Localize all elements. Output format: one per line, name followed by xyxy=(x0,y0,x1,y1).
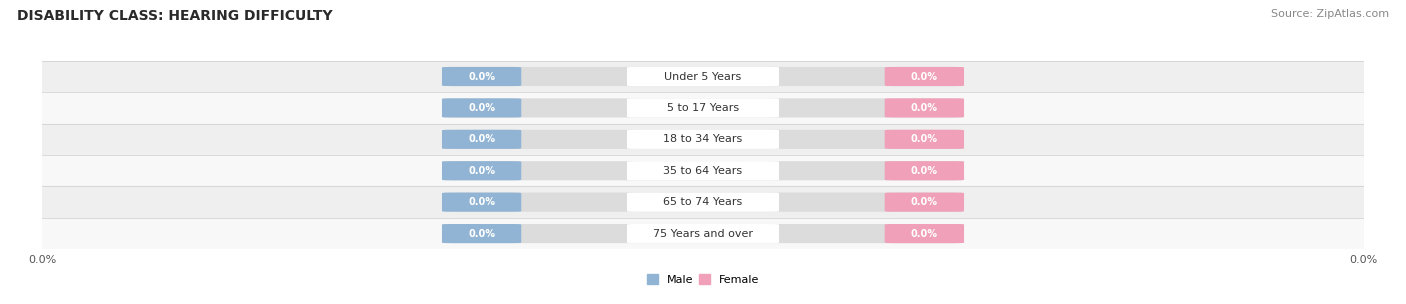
FancyBboxPatch shape xyxy=(627,67,779,86)
Legend: Male, Female: Male, Female xyxy=(647,275,759,285)
Text: 0.0%: 0.0% xyxy=(911,71,938,81)
FancyBboxPatch shape xyxy=(884,192,965,212)
FancyBboxPatch shape xyxy=(441,130,522,149)
FancyBboxPatch shape xyxy=(441,224,965,243)
FancyBboxPatch shape xyxy=(884,130,965,149)
Text: 0.0%: 0.0% xyxy=(468,229,495,239)
FancyBboxPatch shape xyxy=(441,67,522,86)
FancyBboxPatch shape xyxy=(441,130,965,149)
Text: 0.0%: 0.0% xyxy=(468,197,495,207)
Text: 0.0%: 0.0% xyxy=(911,134,938,144)
Text: Under 5 Years: Under 5 Years xyxy=(665,71,741,81)
Text: DISABILITY CLASS: HEARING DIFFICULTY: DISABILITY CLASS: HEARING DIFFICULTY xyxy=(17,9,332,23)
Text: 35 to 64 Years: 35 to 64 Years xyxy=(664,166,742,176)
Text: 0.0%: 0.0% xyxy=(911,229,938,239)
FancyBboxPatch shape xyxy=(441,161,522,180)
Text: 75 Years and over: 75 Years and over xyxy=(652,229,754,239)
FancyBboxPatch shape xyxy=(441,224,522,243)
Bar xyxy=(42,61,1364,92)
Text: 0.0%: 0.0% xyxy=(911,166,938,176)
Text: 5 to 17 Years: 5 to 17 Years xyxy=(666,103,740,113)
Text: 65 to 74 Years: 65 to 74 Years xyxy=(664,197,742,207)
FancyBboxPatch shape xyxy=(441,161,965,180)
FancyBboxPatch shape xyxy=(441,192,522,212)
FancyBboxPatch shape xyxy=(627,161,779,180)
FancyBboxPatch shape xyxy=(884,98,965,118)
Text: 0.0%: 0.0% xyxy=(911,197,938,207)
Bar xyxy=(42,155,1364,186)
FancyBboxPatch shape xyxy=(884,67,965,86)
FancyBboxPatch shape xyxy=(627,224,779,243)
Text: 0.0%: 0.0% xyxy=(468,71,495,81)
Bar xyxy=(42,124,1364,155)
FancyBboxPatch shape xyxy=(441,98,522,118)
Text: 0.0%: 0.0% xyxy=(468,166,495,176)
Text: 0.0%: 0.0% xyxy=(911,103,938,113)
FancyBboxPatch shape xyxy=(441,67,965,86)
FancyBboxPatch shape xyxy=(884,224,965,243)
Text: 0.0%: 0.0% xyxy=(468,134,495,144)
Bar xyxy=(42,186,1364,218)
Bar xyxy=(42,218,1364,249)
Text: Source: ZipAtlas.com: Source: ZipAtlas.com xyxy=(1271,9,1389,19)
FancyBboxPatch shape xyxy=(627,98,779,118)
Text: 0.0%: 0.0% xyxy=(468,103,495,113)
FancyBboxPatch shape xyxy=(441,98,965,118)
Bar xyxy=(42,92,1364,124)
FancyBboxPatch shape xyxy=(627,130,779,149)
FancyBboxPatch shape xyxy=(627,192,779,212)
FancyBboxPatch shape xyxy=(441,192,965,212)
Text: 18 to 34 Years: 18 to 34 Years xyxy=(664,134,742,144)
FancyBboxPatch shape xyxy=(884,161,965,180)
